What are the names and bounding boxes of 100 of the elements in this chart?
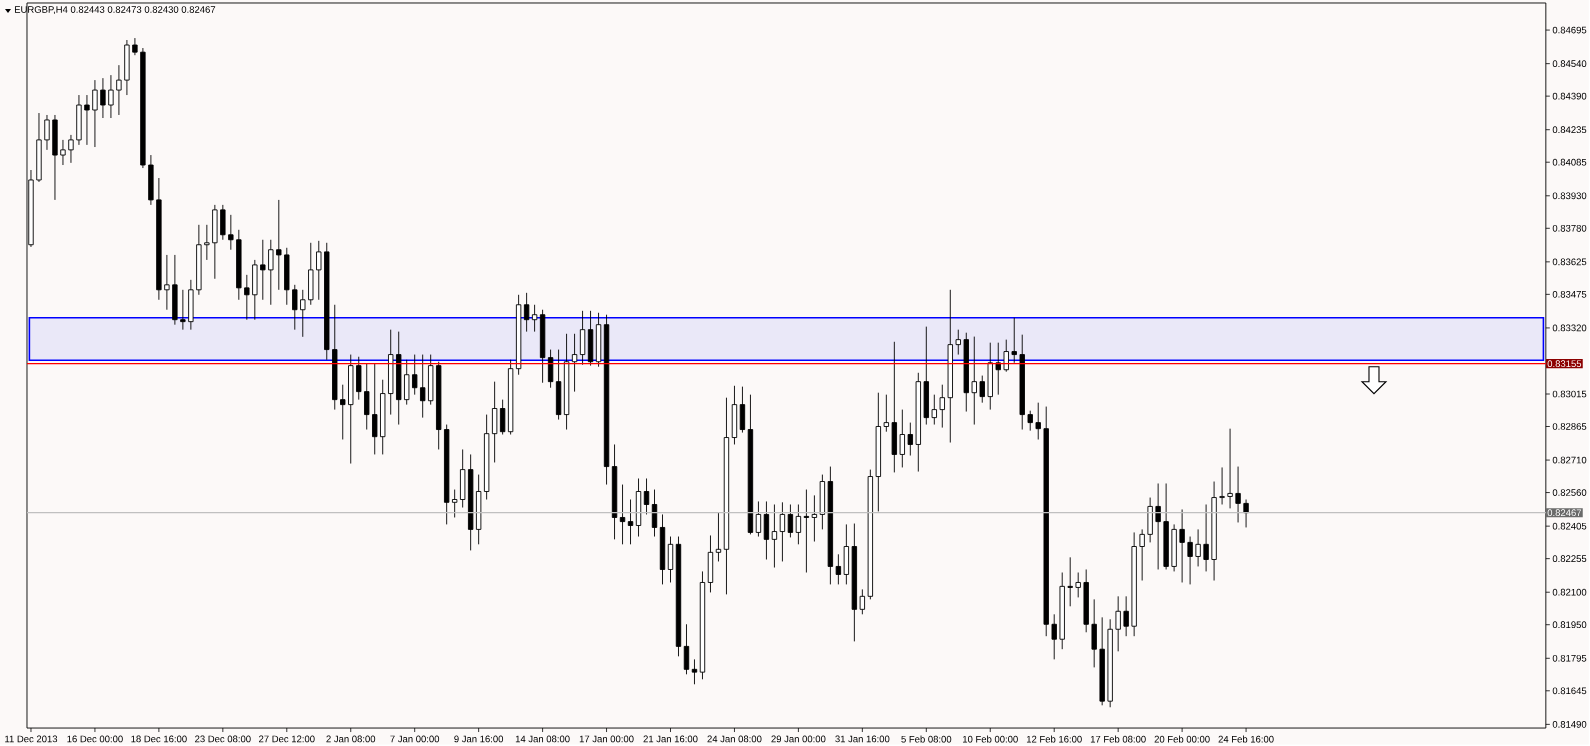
y-tick-label: 0.81490 <box>1552 721 1587 728</box>
candlestick <box>683 623 690 675</box>
candlestick <box>811 495 818 543</box>
candlestick <box>499 399 506 436</box>
candlestick <box>1115 595 1121 652</box>
y-tick-label: 0.84390 <box>1552 92 1587 100</box>
y-tick-label: 0.81795 <box>1552 654 1587 662</box>
x-tick-label: 18 Dec 16:00 <box>131 735 187 743</box>
ref-line-label: 0.83155 <box>1547 360 1582 368</box>
y-tick-label: 0.83475 <box>1552 291 1587 298</box>
candlestick <box>859 589 866 615</box>
candlestick <box>180 289 186 331</box>
candlestick <box>1139 529 1145 582</box>
candlestick <box>1003 339 1009 373</box>
candlestick <box>68 134 74 164</box>
candlestick <box>84 94 90 146</box>
candlestick <box>571 333 578 393</box>
candlestick <box>268 239 274 306</box>
candlestick <box>340 384 346 441</box>
candlestick <box>787 504 794 538</box>
candlestick <box>276 199 282 291</box>
candlestick <box>835 553 842 585</box>
candlestick <box>1051 613 1057 660</box>
candlestick <box>779 501 786 562</box>
y-tick-label: 0.83780 <box>1552 224 1587 232</box>
candlestick <box>715 511 722 562</box>
candlestick <box>523 292 530 333</box>
candlestick <box>979 375 985 404</box>
x-tick-label: 17 Feb 08:00 <box>1090 735 1146 743</box>
candlestick <box>899 409 906 468</box>
candlestick <box>931 394 937 426</box>
candlestick <box>1011 317 1017 364</box>
candlestick <box>691 658 698 685</box>
candlestick <box>260 239 266 301</box>
x-tick-label: 11 Dec 2013 <box>5 735 58 743</box>
candlestick <box>955 329 961 356</box>
x-tick-label: 12 Feb 16:00 <box>1026 735 1082 743</box>
candlestick <box>60 139 66 166</box>
candlestick <box>1075 572 1081 598</box>
candlestick <box>643 478 650 515</box>
candlestick <box>1155 483 1161 570</box>
x-tick-label: 17 Jan 00:00 <box>579 735 634 743</box>
candlestick <box>364 363 370 431</box>
candlestick <box>939 384 945 429</box>
y-tick-label: 0.82405 <box>1552 522 1587 530</box>
y-tick-label: 0.82560 <box>1552 489 1587 496</box>
y-tick-label: 0.84235 <box>1552 126 1587 134</box>
x-tick-label: 5 Feb 08:00 <box>901 735 952 743</box>
candlestick <box>651 489 658 538</box>
y-tick-label: 0.83015 <box>1552 390 1587 398</box>
x-tick-label: 24 Jan 08:00 <box>707 735 762 743</box>
candlestick <box>619 484 626 545</box>
x-tick-label: 31 Jan 16:00 <box>835 735 890 743</box>
ref-line-label: 0.82467 <box>1547 509 1582 517</box>
y-tick-label: 0.82710 <box>1552 456 1587 464</box>
x-tick-label: 21 Jan 16:00 <box>643 735 698 743</box>
candlestick <box>1067 556 1073 607</box>
candlestick <box>372 363 378 455</box>
x-tick-label: 27 Dec 12:00 <box>259 735 315 743</box>
candlestick <box>971 336 977 426</box>
candlestick <box>995 342 1001 396</box>
candlestick <box>771 504 778 569</box>
candlestick <box>1027 410 1033 432</box>
candlestick <box>1219 467 1225 505</box>
candlestick <box>531 304 538 333</box>
x-tick-label: 20 Feb 00:00 <box>1154 735 1210 743</box>
x-tick-label: 10 Feb 00:00 <box>963 735 1018 743</box>
chart-title: EURGBP,H4 0.82443 0.82473 0.82430 0.82467 <box>14 6 216 15</box>
candlestick <box>44 114 50 151</box>
candlestick <box>420 354 426 419</box>
candlestick <box>1195 529 1201 567</box>
y-tick-label: 0.81950 <box>1552 621 1587 629</box>
y-tick-label: 0.82255 <box>1552 555 1587 563</box>
candlestick <box>316 240 322 301</box>
x-tick-label: 9 Jan 16:00 <box>454 735 504 743</box>
candlestick <box>116 64 122 116</box>
candlestick <box>1203 504 1209 572</box>
candlestick <box>1227 428 1233 509</box>
y-tick-label: 0.83320 <box>1552 324 1587 332</box>
candlestick <box>204 224 210 261</box>
candlestick <box>228 214 234 251</box>
y-tick-label: 0.83930 <box>1552 192 1587 200</box>
candlestick <box>907 422 913 457</box>
candlestick <box>132 37 138 56</box>
candlestick <box>1123 595 1129 637</box>
candlestick <box>451 489 458 518</box>
x-tick-label: 2 Jan 08:00 <box>326 735 376 743</box>
x-tick-label: 14 Jan 08:00 <box>515 735 570 743</box>
y-tick-label: 0.82100 <box>1552 588 1587 596</box>
x-tick-label: 16 Dec 00:00 <box>67 735 123 743</box>
candlestick <box>164 254 170 311</box>
candlestick <box>92 79 98 148</box>
candlestick <box>795 504 802 545</box>
y-tick-label: 0.81645 <box>1552 687 1587 695</box>
candlestick <box>108 74 114 119</box>
candlestick <box>1243 499 1249 528</box>
candlestick <box>1235 466 1241 523</box>
candlestick <box>883 394 890 433</box>
candlestick <box>300 289 306 338</box>
candlestick <box>627 499 634 545</box>
